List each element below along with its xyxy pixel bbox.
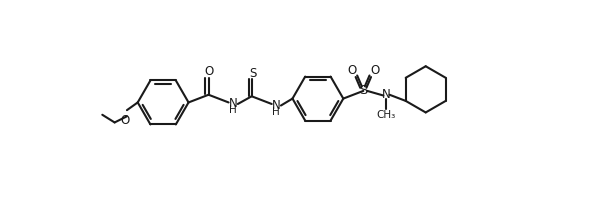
Text: O: O xyxy=(370,64,380,77)
Text: H: H xyxy=(229,105,237,115)
Text: N: N xyxy=(272,99,281,112)
Text: S: S xyxy=(359,84,368,97)
Text: N: N xyxy=(229,98,238,110)
Text: O: O xyxy=(347,64,356,77)
Text: H: H xyxy=(272,107,280,117)
Text: S: S xyxy=(249,67,256,80)
Text: N: N xyxy=(382,88,391,101)
Text: O: O xyxy=(205,65,214,78)
Text: CH₃: CH₃ xyxy=(377,110,396,120)
Text: O: O xyxy=(121,114,130,127)
